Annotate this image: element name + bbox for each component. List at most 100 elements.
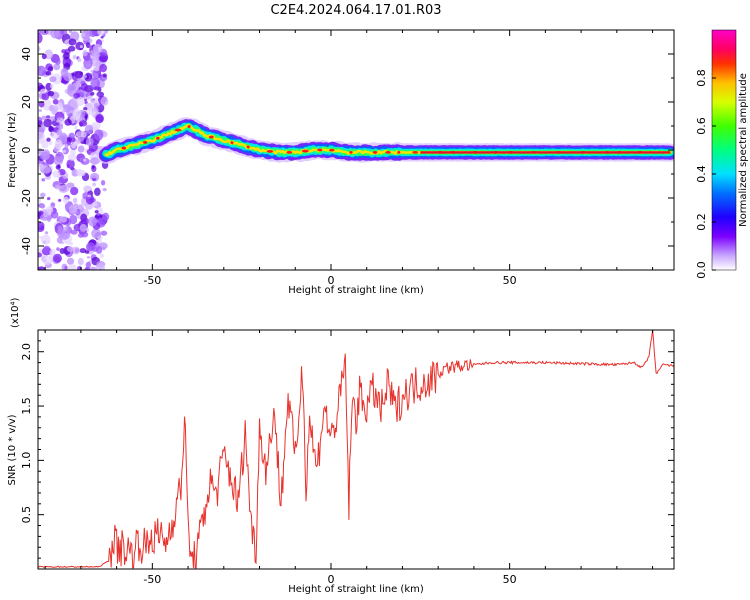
colorbar: 0.0 0.2 0.4 0.6 0.8 Normalized spectral ampl… — [695, 29, 749, 279]
noise-speckle — [62, 149, 67, 153]
noise-speckle — [68, 38, 77, 46]
noise-speckle — [95, 113, 104, 124]
noise-speckle — [58, 198, 62, 202]
spectrogram-panel: -50 0 50 -40 -20 0 20 40 Height of straight lin… — [7, 29, 675, 296]
noise-speckle — [86, 256, 90, 259]
y-tick-label: 40 — [20, 47, 33, 61]
noise-speckle — [91, 165, 95, 169]
noise-speckle — [88, 266, 98, 270]
noise-speckle — [85, 242, 96, 252]
ridge-peak — [286, 151, 293, 154]
noise-speckle — [40, 30, 49, 35]
ridge-peak — [385, 151, 391, 154]
noise-speckle — [50, 30, 60, 39]
noise-speckle — [52, 170, 61, 178]
noise-speckle — [38, 65, 46, 77]
noise-speckle — [87, 194, 92, 198]
noise-speckle — [79, 248, 87, 254]
spectrogram-xlabel: Height of straight line (km) — [288, 285, 424, 296]
ridge-peak — [143, 140, 148, 144]
noise-speckle — [100, 96, 109, 106]
noise-speckle — [66, 257, 75, 265]
noise-speckle — [91, 111, 97, 115]
snr-scale-label: (x10⁴) — [10, 297, 21, 328]
ridge-peak — [174, 128, 182, 132]
noise-speckle — [50, 132, 59, 139]
colorbar-tick-label: 0.8 — [695, 69, 708, 87]
noise-speckle — [50, 202, 56, 209]
noise-speckle — [100, 36, 104, 39]
noise-speckle — [82, 185, 92, 192]
noise-speckle — [92, 202, 98, 207]
x-tick-label: 50 — [503, 274, 517, 287]
noise-speckle — [95, 246, 103, 254]
noise-speckle — [40, 192, 46, 198]
noise-speckle — [41, 53, 47, 60]
noise-speckle — [59, 184, 70, 193]
noise-speckle — [38, 30, 42, 34]
snr-x-tick-label: 0 — [327, 573, 334, 586]
noise-speckle — [80, 82, 89, 91]
noise-speckle — [75, 41, 85, 51]
noise-speckle — [99, 63, 108, 73]
noise-speckle — [59, 216, 68, 223]
noise-speckle — [74, 70, 84, 79]
noise-speckle — [38, 248, 42, 253]
noise-speckle — [52, 253, 62, 263]
noise-speckle — [102, 246, 106, 251]
ridge-peak — [246, 145, 250, 149]
noise-speckle — [61, 135, 67, 140]
noise-speckle — [40, 234, 51, 245]
ridge-peak — [372, 151, 378, 154]
noise-speckle — [56, 247, 60, 251]
noise-speckle — [66, 246, 74, 252]
snr-y-tick-label: 0.5 — [20, 506, 33, 524]
ridge-peak — [230, 141, 234, 145]
ridge-peak — [329, 148, 335, 152]
noise-speckle — [67, 83, 76, 92]
colorbar-label: Normalized spectral amplitude — [738, 73, 749, 227]
noise-speckle — [74, 247, 80, 254]
ridge-peak — [156, 136, 160, 140]
noise-speckle — [41, 166, 52, 174]
ridge-peak — [187, 125, 191, 128]
colorbar-frame — [711, 29, 737, 271]
noise-speckle — [95, 262, 105, 270]
noise-speckle — [39, 88, 48, 94]
noise-speckle — [82, 49, 88, 57]
noise-speckle — [45, 71, 52, 76]
noise-speckle — [43, 118, 52, 128]
noise-speckle — [89, 157, 100, 165]
noise-speckle — [93, 187, 101, 196]
noise-speckle — [79, 45, 83, 49]
noise-speckle — [50, 211, 59, 219]
spectrogram-image — [38, 30, 674, 270]
noise-speckle — [77, 204, 83, 210]
snr-plot-area — [38, 330, 674, 569]
noise-speckle — [77, 257, 84, 266]
snr-y-tick-label: 1.0 — [20, 452, 33, 470]
noise-speckle — [47, 66, 54, 72]
noise-speckle — [49, 248, 56, 256]
noise-speckle — [90, 122, 101, 130]
noise-speckle — [85, 31, 90, 36]
noise-speckle — [83, 158, 87, 162]
noise-speckle — [85, 137, 94, 147]
snr-frame — [37, 329, 675, 570]
snr-y-tick-label: 1.5 — [20, 397, 33, 415]
noise-speckle — [62, 104, 68, 110]
noise-speckle — [52, 99, 59, 105]
noise-speckle — [60, 30, 68, 35]
ridge-peak — [349, 151, 353, 154]
noise-speckle — [55, 57, 61, 65]
noise-speckle — [38, 223, 42, 229]
noise-speckle — [64, 118, 72, 126]
noise-speckle — [71, 143, 77, 149]
noise-speckle — [57, 117, 61, 121]
noise-speckle — [53, 63, 61, 71]
colorbar-tick-label: 0.6 — [695, 117, 708, 135]
noise-speckle — [93, 53, 98, 58]
noise-speckle — [87, 216, 98, 227]
noise-speckle — [82, 192, 89, 200]
ridge-peak — [317, 148, 323, 152]
